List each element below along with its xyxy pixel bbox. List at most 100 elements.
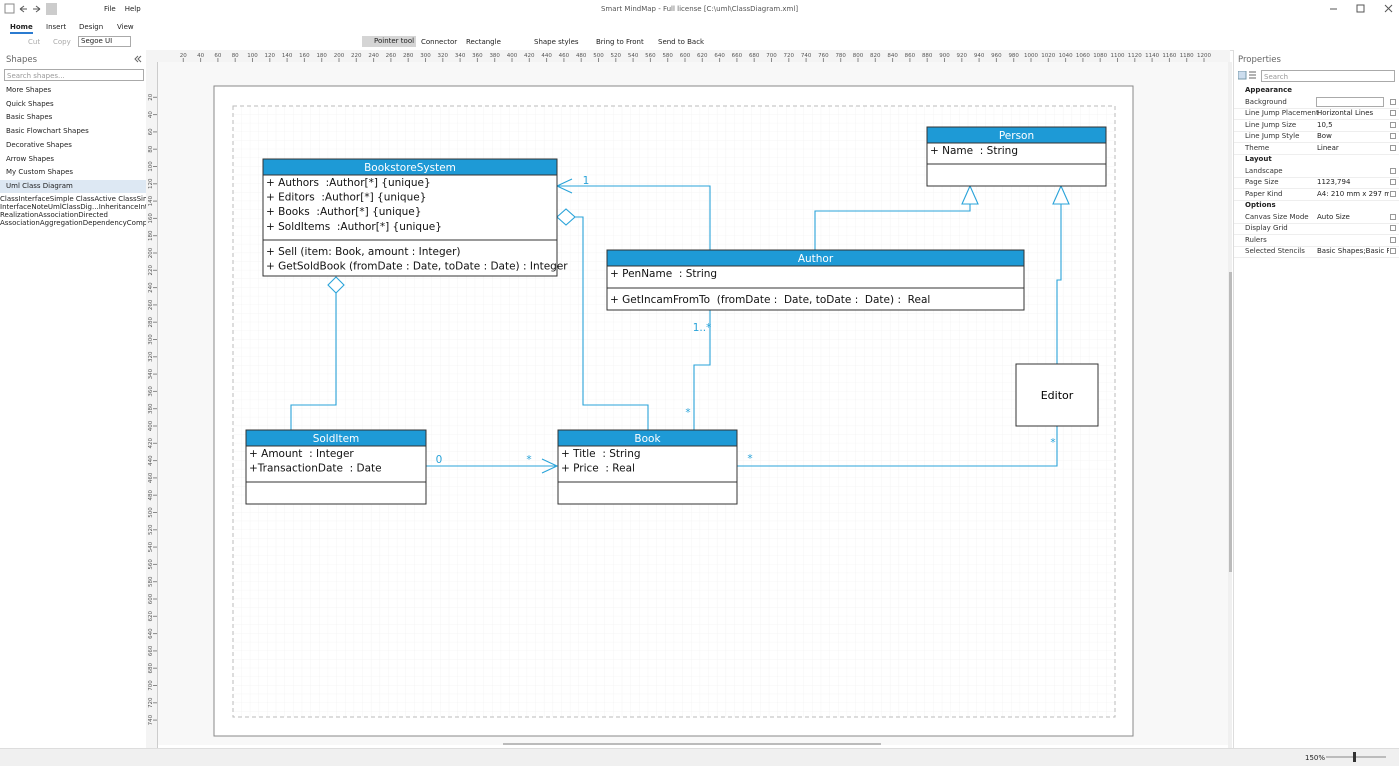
collapse[interactable] [134,55,142,63]
ruler-label: 260 [148,299,154,310]
property-value[interactable]: Basic Shapes;Basic Fl... [1317,247,1389,255]
menu-item[interactable]: Help [124,5,141,13]
multiplicity-label: * [526,454,531,466]
inheritance-editor-person[interactable] [1056,204,1062,364]
ruler-label: 40 [197,53,204,59]
aggregation-diamond [327,276,345,294]
aggregation-bookstore-solditem[interactable] [290,293,337,430]
property-group[interactable]: Layout [1245,155,1272,163]
property-name: Line Jump Placement [1245,109,1319,117]
ruler-label: 100 [148,161,154,172]
ruler-label: 20 [180,53,187,59]
property-group[interactable]: Options [1245,201,1276,209]
menu-item[interactable]: File [104,5,116,13]
ribbon-tab[interactable]: View [117,23,134,31]
v-scrollbar[interactable] [1229,272,1232,572]
editor-node[interactable] [1015,363,1099,427]
shape-category[interactable]: Basic Shapes [6,113,53,122]
stencil-label: Simple Class [49,195,95,203]
property-input[interactable] [1316,96,1384,107]
shape-category[interactable]: My Custom Shapes [6,168,74,177]
row-reset[interactable] [1390,98,1396,105]
association-author-bookstore[interactable] [557,185,711,250]
ruler-label: 320 [148,351,154,362]
window-title: Smart MindMap - Full license [C:\uml\Cla… [600,5,799,13]
ruler-label: 220 [351,53,362,59]
ruler-label: 200 [334,53,345,59]
toolbar-button[interactable]: Cut [28,38,41,46]
toolbar-button[interactable]: Rectangle [466,38,501,46]
row-reset[interactable] [1390,190,1396,197]
class-name: Author [798,253,834,265]
aggregation-bookstore-book[interactable] [575,216,649,430]
ruler-label: 40 [148,111,154,118]
toolbar-button[interactable]: Send to Back [658,38,705,46]
row-reset[interactable] [1390,167,1396,174]
redo-icon[interactable] [33,5,41,13]
multiplicity-label: 0 [436,454,443,466]
shape-category[interactable]: Quick Shapes [6,99,54,108]
ruler-label: 200 [148,247,154,258]
maximize[interactable] [1356,4,1365,13]
close[interactable] [1384,4,1393,13]
zoom-slider[interactable] [1326,751,1388,763]
undo-icon[interactable] [19,5,27,13]
property-value[interactable]: Bow [1317,132,1332,140]
row-reset[interactable] [1390,213,1396,220]
shape-category[interactable]: Uml Class Diagram [0,179,146,193]
property-row [1234,120,1399,132]
row-reset[interactable] [1390,121,1396,128]
toolbar-button[interactable]: Pointer tool [362,36,417,47]
ruler-label: 560 [645,53,656,59]
association-author-book[interactable] [693,310,711,430]
h-scrollbar[interactable] [503,743,881,745]
class-body[interactable] [262,158,558,277]
row-reset[interactable] [1390,133,1396,139]
toolbar-button[interactable]: Bring to Front [596,38,644,46]
row-reset[interactable] [1390,179,1396,185]
row-reset[interactable] [1390,225,1396,231]
property-value[interactable]: 10,5 [1317,120,1333,129]
canvas[interactable]: Editor BookstoreSystem + Authors :Author[… [158,62,1228,745]
pointer-button[interactable] [46,3,57,15]
toolbar-button[interactable]: Segoe UI [78,36,131,47]
sort-icons[interactable] [1238,71,1258,80]
zoom-level: 150% [1305,754,1326,762]
ruler-label: 720 [148,697,154,708]
class-header [926,126,1107,144]
class-attribute: + Books :Author[*] {unique} [266,206,421,218]
property-value[interactable]: 1123,794 [1317,178,1351,186]
shape-category[interactable]: More Shapes [6,86,52,94]
panel-title: Properties [1238,55,1281,65]
row-reset[interactable] [1390,144,1396,151]
shape-category[interactable]: Decorative Shapes [6,140,72,149]
search-shapes[interactable]: Search shapes... [4,69,144,81]
inheritance-author-person[interactable] [814,204,971,250]
property-value[interactable]: Horizontal Lines [1317,109,1374,117]
toolbar-button[interactable]: Shape styles [534,38,579,46]
shape-category[interactable]: Basic Flowchart Shapes [6,127,89,136]
property-value[interactable]: A4: 210 mm x 297 m... [1317,189,1389,198]
ribbon-tab[interactable]: Home [10,23,33,34]
multiplicity-label: * [1050,437,1055,449]
title-bar: File Help Smart MindMap - Full license [C… [0,0,1399,18]
shape-category[interactable]: Arrow Shapes [6,154,55,163]
row-reset[interactable] [1390,110,1396,116]
property-value[interactable]: Linear [1317,143,1339,152]
search-properties[interactable]: Search [1261,70,1395,82]
property-group[interactable]: Appearance [1245,86,1292,94]
toolbar-button[interactable]: Connector [421,38,458,46]
class-header [262,158,558,176]
association-book-editor[interactable] [737,426,1058,467]
row-reset[interactable] [1390,248,1396,254]
row-reset[interactable] [1390,236,1396,243]
class-operation: + GetSoldBook (fromDate : Date, toDate :… [266,261,568,273]
property-name: Paper Kind [1245,189,1283,198]
ribbon-tab[interactable]: Design [79,23,104,31]
property-value[interactable]: Auto Size [1317,212,1350,221]
ribbon-tab[interactable]: Insert [46,23,67,31]
stencil-label: Active Class [94,195,137,203]
property-row [1234,108,1399,120]
toolbar-button[interactable]: Copy [53,38,71,46]
stencil-label: Interface [18,195,50,203]
